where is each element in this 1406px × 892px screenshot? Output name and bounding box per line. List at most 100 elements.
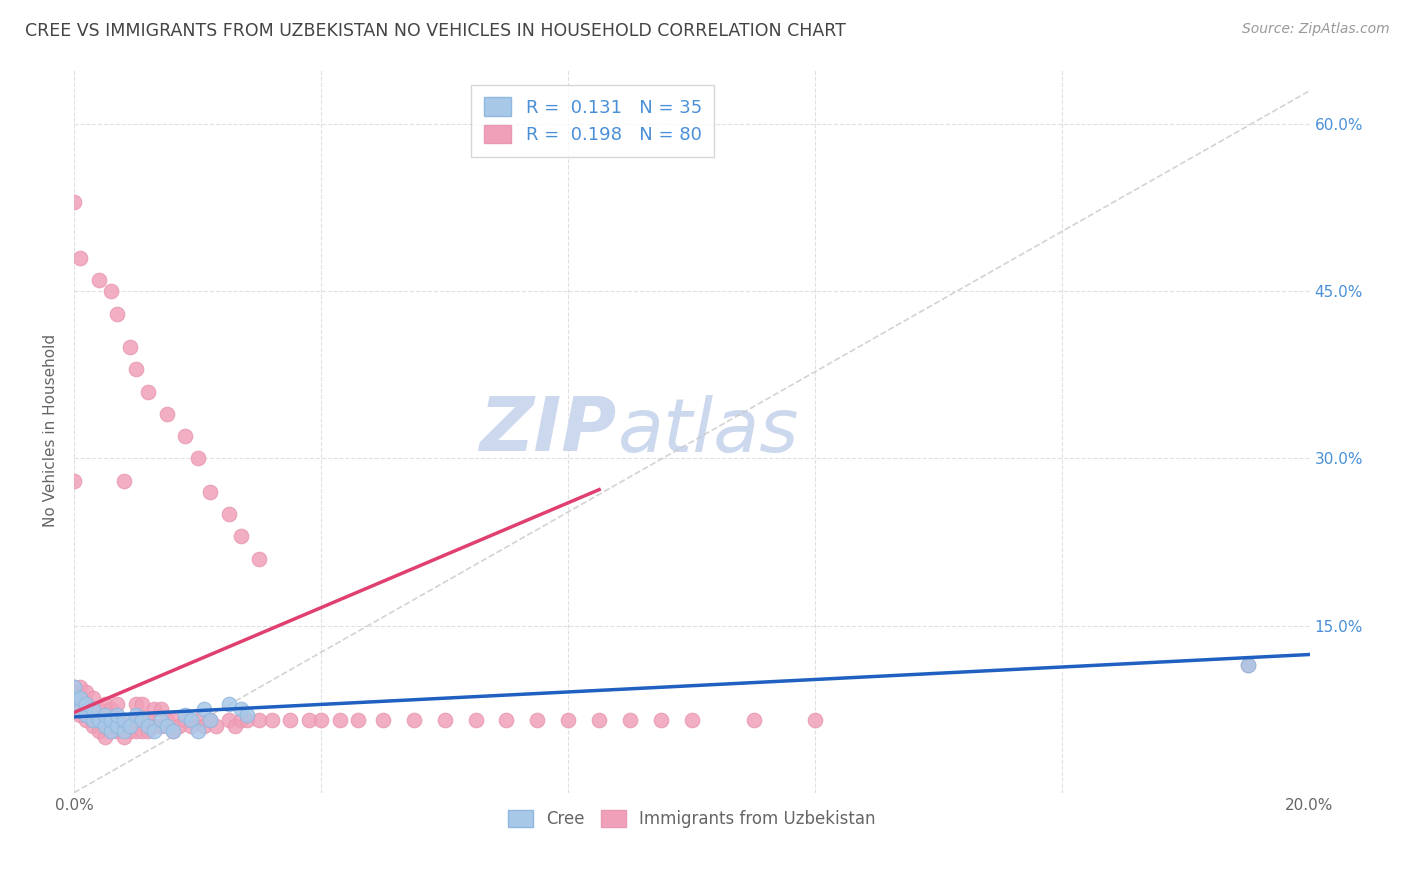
Point <box>1236 657 1258 672</box>
Point <box>94 707 117 722</box>
Point <box>229 529 252 543</box>
Point <box>229 713 252 727</box>
Point <box>236 707 259 722</box>
Point <box>309 713 332 727</box>
Point <box>149 713 172 727</box>
Point <box>118 713 141 727</box>
Point <box>156 407 179 421</box>
Point <box>247 551 270 566</box>
Point <box>433 713 456 727</box>
Point <box>464 713 486 727</box>
Point <box>193 702 215 716</box>
Point <box>105 713 128 727</box>
Point <box>69 690 91 705</box>
Point <box>112 719 135 733</box>
Point <box>198 713 221 727</box>
Point <box>105 307 128 321</box>
Point <box>82 702 104 716</box>
Point <box>136 713 159 727</box>
Point <box>136 724 159 739</box>
Point <box>187 724 209 739</box>
Point <box>125 697 148 711</box>
Point <box>131 713 153 727</box>
Point <box>82 713 104 727</box>
Point <box>804 713 827 727</box>
Point <box>87 724 110 739</box>
Point <box>193 719 215 733</box>
Point <box>118 340 141 354</box>
Point <box>82 719 104 733</box>
Text: CREE VS IMMIGRANTS FROM UZBEKISTAN NO VEHICLES IN HOUSEHOLD CORRELATION CHART: CREE VS IMMIGRANTS FROM UZBEKISTAN NO VE… <box>25 22 846 40</box>
Point <box>131 697 153 711</box>
Point <box>63 697 86 711</box>
Point <box>105 697 128 711</box>
Point <box>143 719 166 733</box>
Point <box>87 273 110 287</box>
Point <box>187 451 209 466</box>
Point <box>156 719 179 733</box>
Text: Source: ZipAtlas.com: Source: ZipAtlas.com <box>1241 22 1389 37</box>
Point <box>75 707 97 722</box>
Point <box>118 724 141 739</box>
Point <box>112 474 135 488</box>
Point <box>247 713 270 727</box>
Point <box>82 702 104 716</box>
Point <box>742 713 765 727</box>
Point <box>63 690 86 705</box>
Point <box>162 724 184 739</box>
Point <box>156 713 179 727</box>
Point <box>100 713 122 727</box>
Point <box>174 713 197 727</box>
Point <box>229 702 252 716</box>
Point <box>1236 657 1258 672</box>
Point <box>218 697 240 711</box>
Point <box>63 685 86 699</box>
Text: ZIP: ZIP <box>481 394 617 467</box>
Point <box>278 713 301 727</box>
Point <box>218 713 240 727</box>
Point <box>94 719 117 733</box>
Point <box>75 707 97 722</box>
Point <box>69 680 91 694</box>
Point <box>298 713 321 727</box>
Point <box>149 702 172 716</box>
Point <box>112 730 135 744</box>
Point <box>118 719 141 733</box>
Point <box>94 719 117 733</box>
Point <box>69 707 91 722</box>
Point <box>63 680 86 694</box>
Point <box>198 713 221 727</box>
Point <box>162 713 184 727</box>
Point <box>75 697 97 711</box>
Point <box>94 697 117 711</box>
Point <box>69 702 91 716</box>
Point <box>69 702 91 716</box>
Text: atlas: atlas <box>617 394 799 467</box>
Point <box>198 484 221 499</box>
Point <box>63 195 86 210</box>
Point <box>650 713 672 727</box>
Point <box>69 251 91 265</box>
Point <box>63 680 86 694</box>
Point <box>174 429 197 443</box>
Point <box>105 724 128 739</box>
Point <box>112 724 135 739</box>
Point <box>105 719 128 733</box>
Point <box>681 713 703 727</box>
Point <box>167 719 190 733</box>
Legend: Cree, Immigrants from Uzbekistan: Cree, Immigrants from Uzbekistan <box>501 804 883 835</box>
Point <box>143 702 166 716</box>
Point <box>347 713 370 727</box>
Point <box>149 719 172 733</box>
Point <box>329 713 352 727</box>
Point <box>260 713 283 727</box>
Point <box>143 724 166 739</box>
Point <box>87 713 110 727</box>
Point <box>131 724 153 739</box>
Point <box>136 384 159 399</box>
Point <box>112 713 135 727</box>
Point <box>402 713 425 727</box>
Point <box>125 724 148 739</box>
Y-axis label: No Vehicles in Household: No Vehicles in Household <box>44 334 58 527</box>
Point <box>94 730 117 744</box>
